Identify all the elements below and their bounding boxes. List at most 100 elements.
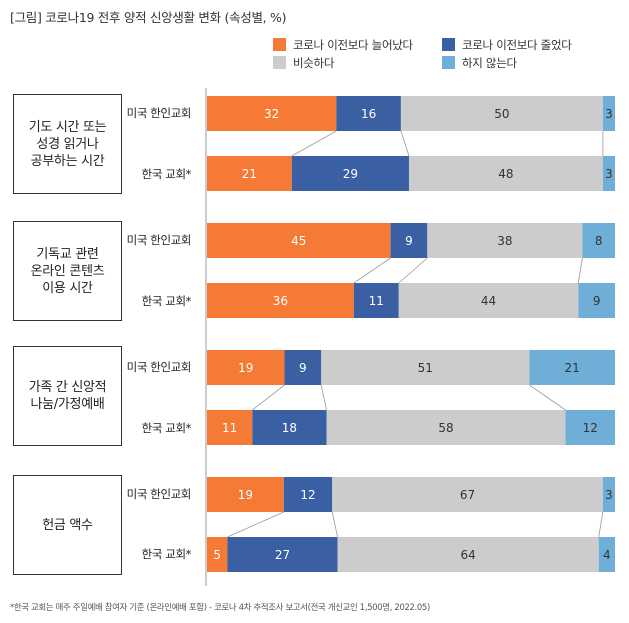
bar-label-similar-kr-online: 44 (481, 294, 496, 308)
bar-similar-kr-prayer (408, 156, 603, 191)
bar-label-increased-kr-prayer: 21 (242, 167, 257, 181)
connector-line-prayer (291, 130, 337, 157)
connector-line-offering (598, 511, 604, 538)
bar-label-none-us-online: 8 (595, 234, 603, 248)
category-box-prayer: 기도 시간 또는 성경 읽거나 공부하는 시간 (13, 94, 122, 194)
legend-label-decreased: 코로나 이전보다 줄었다 (462, 38, 572, 52)
bar-label-increased-kr-offering: 5 (213, 548, 221, 562)
bar-increased-us-prayer (207, 96, 337, 131)
bar-label-decreased-kr-prayer: 29 (343, 167, 358, 181)
bar-none-us-prayer (602, 96, 615, 131)
row-label-kr-offering: 한국 교회* (141, 547, 192, 561)
row-label-kr-prayer: 한국 교회* (141, 167, 192, 181)
connector-line-offering (227, 511, 284, 538)
bar-increased-us-family (207, 350, 285, 385)
bar-label-decreased-kr-online: 11 (369, 294, 384, 308)
bar-similar-kr-online (398, 283, 579, 318)
bar-label-similar-us-online: 38 (497, 234, 512, 248)
connector-line-family (529, 384, 566, 411)
legend-label-none: 하지 않는다 (462, 56, 517, 70)
legend-swatch-decreased (442, 38, 455, 51)
bar-none-us-family (529, 350, 615, 385)
bar-similar-us-online (427, 223, 583, 258)
bar-label-increased-us-offering: 19 (238, 488, 253, 502)
bar-similar-kr-family (326, 410, 566, 445)
bar-increased-us-online (207, 223, 391, 258)
row-label-us-online: 미국 한인교회 (126, 233, 192, 247)
bar-label-none-us-prayer: 3 (605, 107, 613, 121)
bar-label-increased-us-prayer: 32 (264, 107, 279, 121)
bar-label-increased-kr-family: 11 (222, 421, 237, 435)
bar-none-us-offering (602, 477, 615, 512)
row-label-kr-online: 한국 교회* (141, 294, 192, 308)
bar-label-decreased-us-prayer: 16 (361, 107, 376, 121)
bar-decreased-kr-offering (227, 537, 338, 572)
bar-similar-kr-offering (337, 537, 599, 572)
bar-decreased-us-family (284, 350, 322, 385)
bar-label-decreased-us-family: 9 (299, 361, 307, 375)
legend-item-similar: 비슷하다 (273, 55, 334, 71)
bar-label-decreased-us-offering: 12 (300, 488, 315, 502)
bar-increased-kr-offering (207, 537, 228, 572)
category-box-family: 가족 간 신앙적 나눔/가정예배 (13, 346, 122, 446)
bar-label-none-us-family: 21 (565, 361, 580, 375)
bar-label-increased-us-family: 19 (238, 361, 253, 375)
bar-none-kr-prayer (602, 156, 615, 191)
category-box-online: 기독교 관련 온라인 콘텐츠 이용 시간 (13, 221, 122, 321)
bar-decreased-kr-prayer (291, 156, 409, 191)
category-box-offering: 헌금 액수 (13, 475, 122, 575)
connector-line-offering (331, 511, 338, 538)
connector-line-family (252, 384, 285, 411)
bar-similar-us-offering (332, 477, 603, 512)
bar-label-decreased-kr-offering: 27 (275, 548, 290, 562)
row-label-us-offering: 미국 한인교회 (126, 487, 192, 501)
legend-swatch-similar (273, 56, 286, 69)
bar-none-kr-offering (598, 537, 615, 572)
bar-label-none-kr-offering: 4 (603, 548, 611, 562)
bar-decreased-us-prayer (336, 96, 401, 131)
bar-similar-us-family (321, 350, 530, 385)
bar-label-similar-us-prayer: 50 (494, 107, 509, 121)
bar-label-decreased-kr-family: 18 (282, 421, 297, 435)
bar-increased-us-offering (207, 477, 284, 512)
legend-swatch-none (442, 56, 455, 69)
bar-label-similar-kr-offering: 64 (460, 548, 475, 562)
bar-decreased-kr-family (252, 410, 327, 445)
connector-line-family (320, 384, 327, 411)
legend-swatch-increased (273, 38, 286, 51)
legend-label-increased: 코로나 이전보다 늘어났다 (293, 38, 413, 52)
category-label-prayer: 기도 시간 또는 성경 읽거나 공부하는 시간 (28, 119, 107, 169)
bar-decreased-kr-online (353, 283, 399, 318)
bar-decreased-us-offering (283, 477, 333, 512)
bar-label-similar-us-offering: 67 (460, 488, 475, 502)
bar-decreased-us-online (390, 223, 428, 258)
bar-label-none-us-offering: 3 (605, 488, 613, 502)
bar-label-none-kr-online: 9 (593, 294, 601, 308)
legend-item-none: 하지 않는다 (442, 55, 517, 71)
bar-label-none-kr-family: 12 (583, 421, 598, 435)
bar-none-kr-family (565, 410, 615, 445)
bar-similar-us-prayer (400, 96, 603, 131)
bar-label-similar-kr-prayer: 48 (498, 167, 513, 181)
row-label-us-family: 미국 한인교회 (126, 360, 192, 374)
footnote: *한국 교회는 매주 주일예배 참여자 기준 (온라인예배 포함) - 코로나 … (10, 602, 430, 612)
connector-line-online (398, 257, 428, 284)
bar-increased-kr-prayer (207, 156, 292, 191)
bar-label-similar-us-family: 51 (418, 361, 433, 375)
bar-label-similar-kr-family: 58 (438, 421, 453, 435)
row-label-kr-family: 한국 교회* (141, 421, 192, 435)
legend-item-increased: 코로나 이전보다 늘어났다 (273, 37, 413, 53)
row-label-us-prayer: 미국 한인교회 (126, 106, 192, 120)
category-label-offering: 헌금 액수 (42, 517, 93, 533)
bar-none-us-online (582, 223, 615, 258)
bar-label-increased-kr-online: 36 (273, 294, 288, 308)
category-label-online: 기독교 관련 온라인 콘텐츠 이용 시간 (30, 246, 105, 296)
chart-title: [그림] 코로나19 전후 양적 신앙생활 변화 (속성별, %) (10, 10, 287, 25)
bar-label-decreased-us-online: 9 (405, 234, 413, 248)
legend-item-decreased: 코로나 이전보다 줄었다 (442, 37, 572, 53)
bar-increased-kr-online (207, 283, 354, 318)
connector-line-online (353, 257, 391, 284)
bar-none-kr-online (578, 283, 615, 318)
legend-label-similar: 비슷하다 (293, 56, 335, 70)
